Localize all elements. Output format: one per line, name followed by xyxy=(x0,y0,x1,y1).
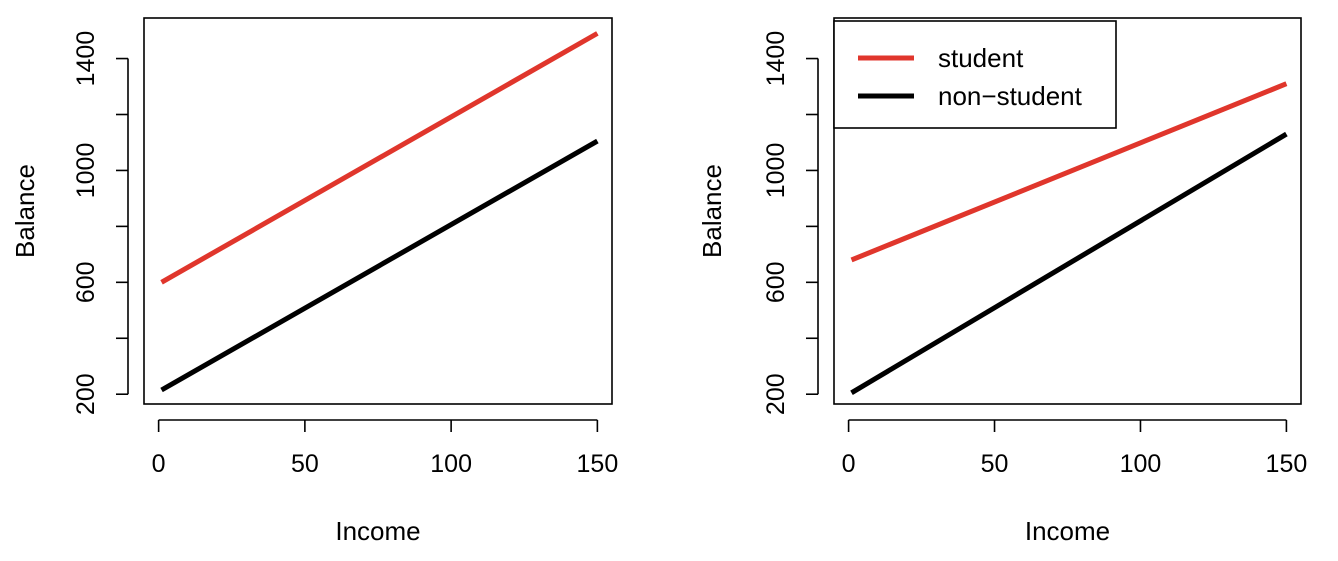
y-tick-label: 1400 xyxy=(72,31,100,87)
x-tick-label: 150 xyxy=(577,450,619,478)
x-axis-title: Income xyxy=(1025,516,1110,546)
y-tick-label: 200 xyxy=(72,373,100,415)
y-tick-label: 600 xyxy=(72,261,100,303)
y-axis-title: Balance xyxy=(697,164,727,258)
series-line-black xyxy=(160,138,599,393)
legend: student non−student xyxy=(833,20,1117,129)
y-tick-label: 1400 xyxy=(762,31,790,87)
x-tick-label: 0 xyxy=(152,450,166,478)
y-tick-label: 200 xyxy=(762,373,790,415)
y-axis-title: Balance xyxy=(10,164,40,258)
x-tick-label: 50 xyxy=(291,450,319,478)
x-tick-label: 0 xyxy=(842,450,856,478)
legend-box xyxy=(833,20,1117,129)
plot-frame xyxy=(833,17,1302,405)
plot-frame xyxy=(143,17,613,405)
chart-panel-1: 0 50 100 150 200 600 1000 1400 Income Balance xyxy=(10,17,619,546)
x-tick-label: 50 xyxy=(981,450,1009,478)
series-line-student xyxy=(850,81,1288,263)
x-tick-label: 100 xyxy=(430,450,472,478)
x-tick-label: 150 xyxy=(1266,450,1308,478)
legend-label: non−student xyxy=(938,81,1083,111)
series-line-non-student xyxy=(850,131,1288,395)
legend-label: student xyxy=(938,43,1024,73)
y-tick-label: 600 xyxy=(762,261,790,303)
x-axis-title: Income xyxy=(335,516,420,546)
chart-panel-2: 0 50 100 150 200 600 1000 1400 Income Balance stud… xyxy=(697,17,1308,546)
series-line-red xyxy=(160,31,599,285)
x-tick-label: 100 xyxy=(1120,450,1162,478)
y-tick-label: 1000 xyxy=(762,143,790,199)
y-tick-label: 1000 xyxy=(72,143,100,199)
